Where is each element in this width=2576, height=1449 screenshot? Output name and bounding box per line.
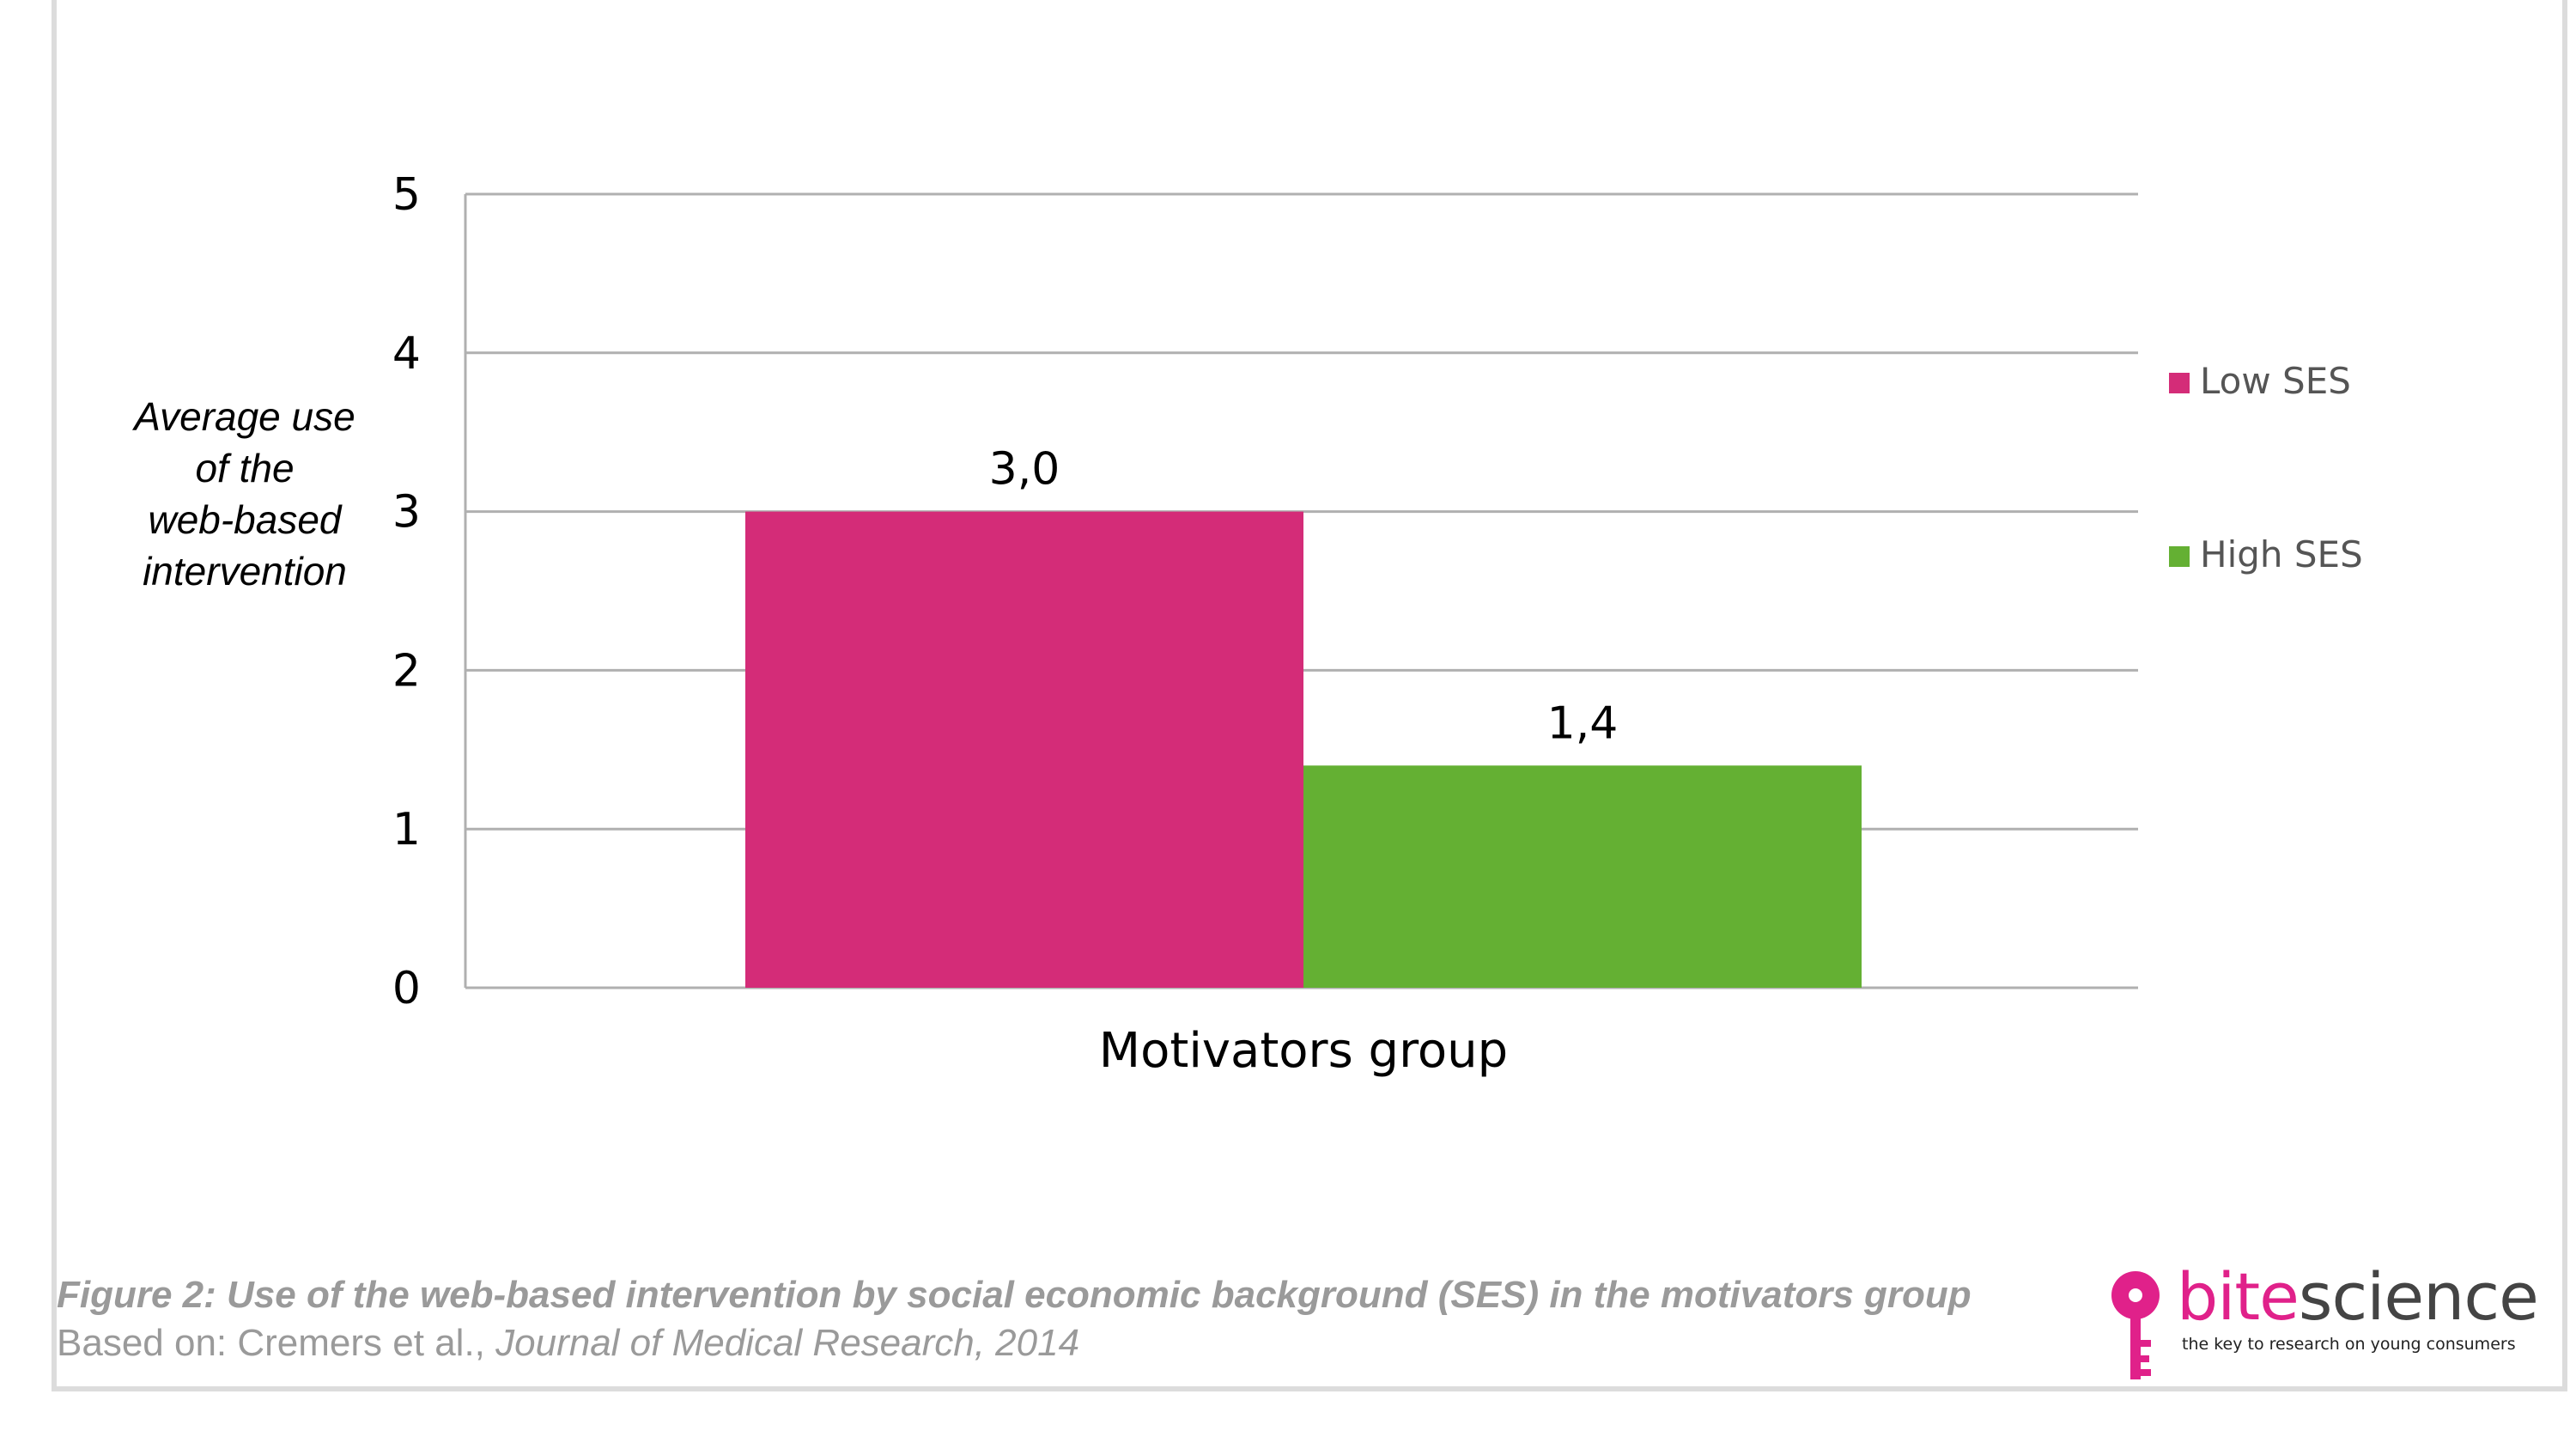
legend: Low SES High SES [2169, 360, 2363, 575]
y-tick-label: 4 [392, 328, 421, 380]
y-axis-label-line: Average use [134, 394, 355, 439]
y-axis-label: Average use of the web-based interventio… [103, 391, 386, 597]
legend-label: High SES [2200, 533, 2363, 575]
caption-source: Based on: Cremers et al., Journal of Med… [57, 1319, 1971, 1367]
legend-swatch [2169, 373, 2190, 393]
logo-tagline: the key to research on young consumers [2182, 1335, 2516, 1354]
logo-wordmark-science: science [2298, 1258, 2539, 1335]
y-tick-label: 0 [392, 963, 421, 1014]
bitescience-logo: bitescience the key to research on young… [2108, 1263, 2539, 1383]
y-tick-label: 3 [392, 487, 421, 539]
bar-high-ses [1303, 765, 1862, 988]
labels: 0 1 2 3 4 5 3,0 1,4 Motivators group [392, 169, 1618, 1079]
data-label: 3,0 [989, 444, 1060, 496]
caption-title: Figure 2: Use of the web-based intervent… [57, 1274, 1971, 1316]
data-label: 1,4 [1547, 697, 1619, 749]
key-icon [2111, 1271, 2160, 1379]
figure-caption: Figure 2: Use of the web-based intervent… [57, 1271, 1971, 1367]
y-tick-label: 2 [392, 645, 421, 697]
logo-wordmark: bitescience [2177, 1263, 2539, 1331]
legend-swatch [2169, 546, 2190, 567]
y-axis-label-line: of the [195, 446, 295, 490]
logo-wordmark-bite: bite [2177, 1258, 2300, 1335]
y-tick-label: 1 [392, 804, 421, 855]
caption-source-prefix: Based on: Cremers et al., [57, 1322, 496, 1364]
y-axis-label-line: intervention [143, 549, 347, 594]
caption-source-journal: Journal of Medical Research, 2014 [495, 1322, 1080, 1364]
bar-low-ses [745, 511, 1303, 988]
bars [745, 511, 1862, 988]
x-category-label: Motivators group [1099, 1023, 1508, 1079]
y-tick-label: 5 [392, 169, 421, 221]
legend-label: Low SES [2200, 360, 2351, 402]
chart-frame [52, 0, 2567, 1391]
y-axis-label-line: web-based [148, 497, 342, 542]
